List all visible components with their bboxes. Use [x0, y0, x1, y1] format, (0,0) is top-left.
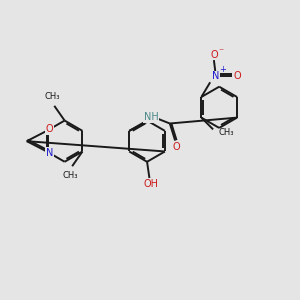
Text: CH₃: CH₃ [62, 172, 77, 181]
Text: N: N [212, 71, 219, 81]
Text: ⁻: ⁻ [218, 47, 223, 57]
Text: N: N [46, 148, 53, 158]
Text: +: + [219, 65, 226, 74]
Text: O: O [46, 124, 53, 134]
Text: CH₃: CH₃ [218, 128, 234, 137]
Text: O: O [173, 142, 180, 152]
Text: NH: NH [144, 112, 159, 122]
Text: O: O [233, 70, 241, 80]
Text: O: O [210, 50, 218, 60]
Text: OH: OH [143, 179, 158, 190]
Text: CH₃: CH₃ [44, 92, 60, 100]
